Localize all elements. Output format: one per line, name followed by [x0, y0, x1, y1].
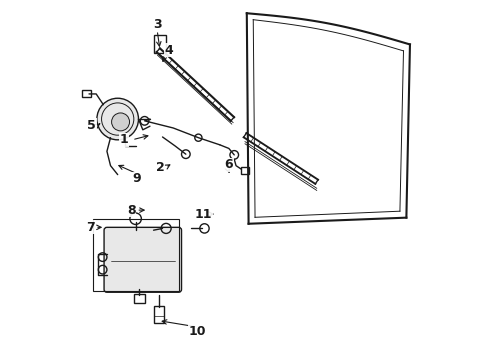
Text: 10: 10	[189, 325, 206, 338]
Text: 2: 2	[156, 161, 164, 174]
Text: 11: 11	[195, 208, 213, 221]
Text: 3: 3	[153, 18, 161, 31]
Text: 5: 5	[88, 119, 96, 132]
Bar	[82, 90, 91, 97]
Bar	[153, 36, 166, 53]
Bar	[134, 294, 145, 303]
Circle shape	[112, 113, 129, 131]
Text: 7: 7	[86, 221, 95, 234]
Text: 8: 8	[127, 204, 136, 217]
FancyBboxPatch shape	[104, 227, 181, 292]
Circle shape	[97, 98, 139, 140]
Text: 1: 1	[120, 133, 128, 146]
Text: 6: 6	[224, 158, 233, 171]
Bar	[241, 167, 248, 174]
Text: 4: 4	[165, 44, 173, 57]
Bar	[93, 220, 179, 291]
Bar	[154, 306, 164, 323]
Text: 9: 9	[132, 172, 141, 185]
